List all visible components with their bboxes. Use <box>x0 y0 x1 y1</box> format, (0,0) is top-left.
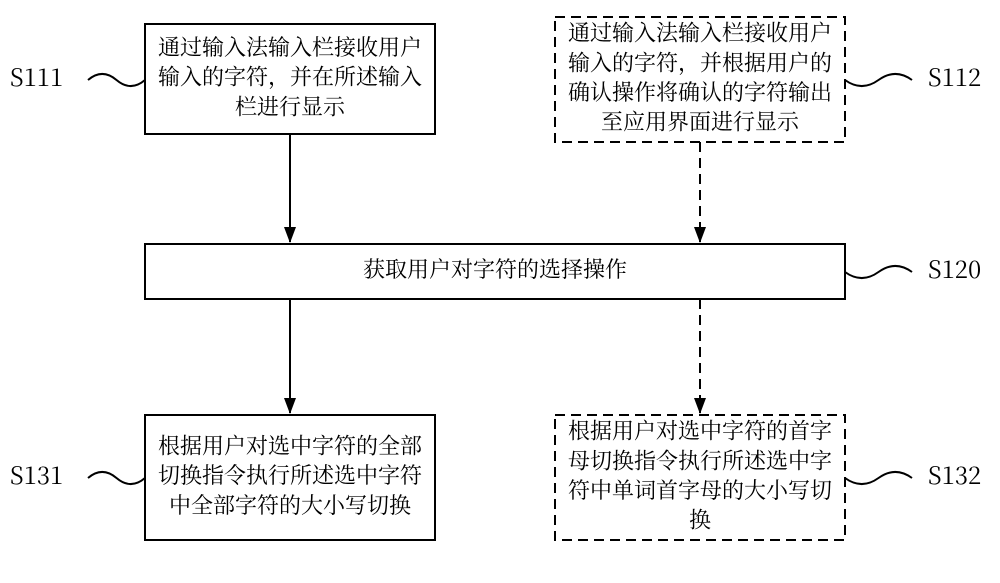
label-connector <box>88 74 145 86</box>
flow-node-s131: 根据用户对选中字符的全部切换指令执行所述选中字符中全部字符的大小写切换 <box>145 415 435 540</box>
label-connector <box>845 266 912 278</box>
label-connector <box>845 472 912 484</box>
flow-node-text: 输入的字符，并根据用户的 <box>568 46 832 77</box>
flowchart-diagram: 通过输入法输入栏接收用户输入的字符，并在所述输入栏进行显示S111通过输入法输入… <box>0 0 1000 583</box>
flow-node-text: 切换指令执行所述选中字符 <box>158 459 422 490</box>
flow-node-text: 栏进行显示 <box>235 90 346 121</box>
step-label-s111: S111 <box>10 58 63 93</box>
flow-node-text: 根据用户对选中字符的首字 <box>568 415 832 446</box>
flow-node-text: 通过输入法输入栏接收用户 <box>568 17 832 48</box>
flow-node-s112: 通过输入法输入栏接收用户输入的字符，并根据用户的确认操作将确认的字符输出至应用界… <box>555 17 845 142</box>
flow-node-text: 中全部字符的大小写切换 <box>169 489 411 520</box>
flow-node-text: 通过输入法输入栏接收用户 <box>158 31 422 62</box>
step-label-s131: S131 <box>10 456 63 491</box>
flow-node-text: 母切换指令执行所述选中字 <box>568 444 832 475</box>
flow-node-text: 根据用户对选中字符的全部 <box>158 429 422 460</box>
step-label-s112: S112 <box>928 58 981 93</box>
label-connector <box>88 472 145 484</box>
flow-node-text: 至应用界面进行显示 <box>601 106 800 137</box>
flow-node-s120: 获取用户对字符的选择操作 <box>145 244 845 299</box>
flow-node-text: 获取用户对字符的选择操作 <box>363 253 627 284</box>
label-connector <box>845 74 912 86</box>
flow-node-text: 换 <box>689 504 711 535</box>
flow-node-text: 确认操作将确认的字符输出 <box>568 76 832 107</box>
flow-node-text: 符中单词首字母的大小写切 <box>568 474 832 505</box>
flow-node-s111: 通过输入法输入栏接收用户输入的字符，并在所述输入栏进行显示 <box>145 24 435 134</box>
step-label-s120: S120 <box>928 250 981 285</box>
flow-node-text: 输入的字符，并在所述输入 <box>158 61 422 92</box>
step-label-s132: S132 <box>928 456 981 491</box>
flow-node-s132: 根据用户对选中字符的首字母切换指令执行所述选中字符中单词首字母的大小写切换 <box>555 415 845 540</box>
